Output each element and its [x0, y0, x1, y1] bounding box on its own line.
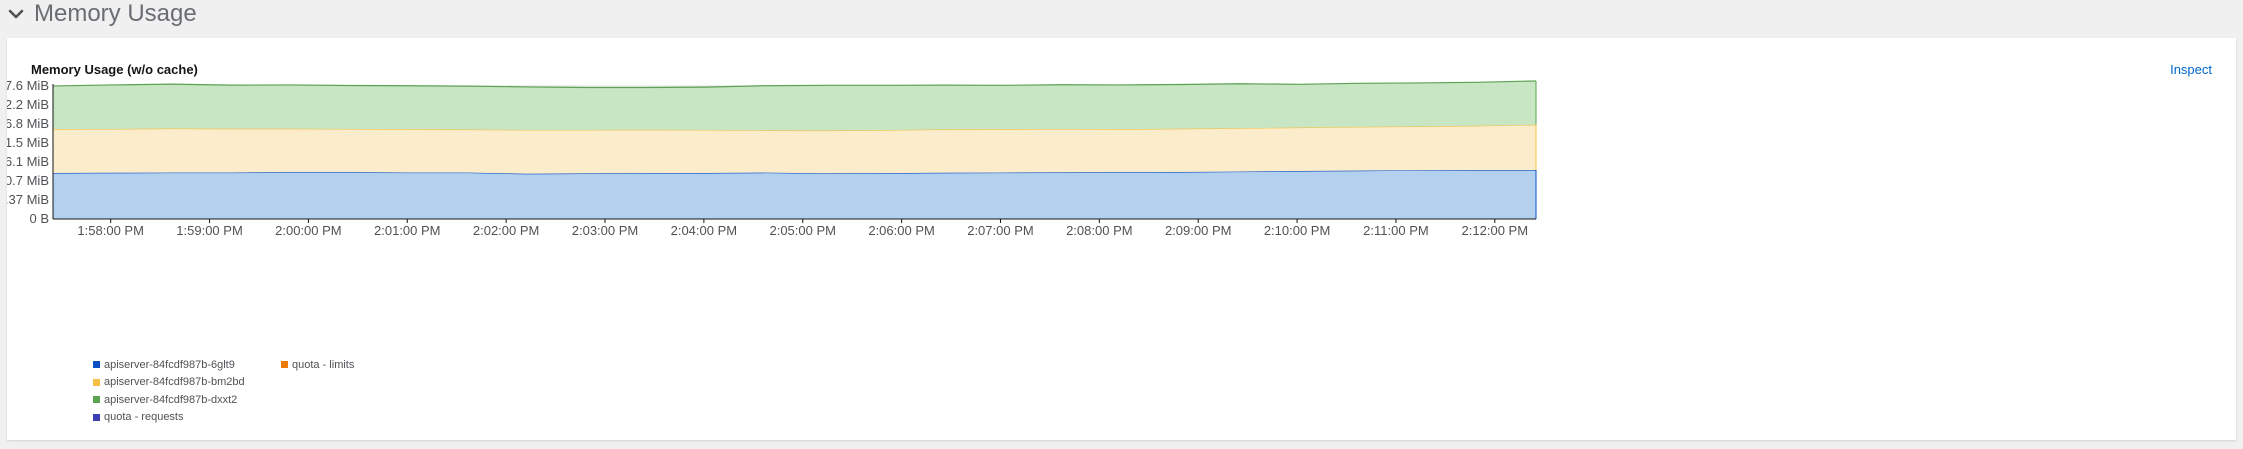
y-tick-label: 381.5 MiB — [7, 135, 49, 150]
legend-empty-cell — [281, 409, 401, 427]
axes — [52, 84, 1536, 220]
x-tick-label: 2:11:00 PM — [1363, 223, 1429, 238]
y-tick-label: 0 B — [29, 211, 49, 226]
legend-swatch — [93, 361, 100, 369]
x-tick-label: 2:00:00 PM — [275, 223, 342, 238]
section-title: Memory Usage — [34, 0, 197, 27]
chart-card: Memory Usage (w/o cache) Inspect 0 B 95.3… — [7, 38, 2236, 440]
legend-swatch — [93, 396, 100, 404]
legend-item[interactable]: apiserver-84fcdf987b-bm2bd — [93, 374, 281, 392]
legend-item[interactable]: quota - requests — [93, 409, 281, 427]
y-tick-label: 476.8 MiB — [7, 116, 49, 131]
y-tick-labels: 0 B 95.37 MiB 190.7 MiB 286.1 MiB 381.5 MiB 4… — [7, 78, 49, 226]
y-tick-label: 667.6 MiB — [7, 78, 49, 93]
series-areas — [52, 80, 1537, 219]
legend-item[interactable]: apiserver-84fcdf987b-6glt9 — [93, 356, 281, 374]
y-tick-label: 190.7 MiB — [7, 173, 49, 188]
x-tick-label: 2:01:00 PM — [374, 223, 441, 238]
chevron-down-icon — [8, 9, 24, 19]
y-tick-label: 286.1 MiB — [7, 154, 49, 169]
x-tick-label: 2:04:00 PM — [671, 223, 738, 238]
series-area-2 — [53, 124, 1536, 174]
legend-label: apiserver-84fcdf987b-bm2bd — [104, 376, 245, 389]
x-tick-label: 2:05:00 PM — [769, 223, 836, 238]
series-area-1 — [53, 169, 1536, 219]
legend-swatch — [93, 413, 100, 421]
x-tick-label: 2:10:00 PM — [1264, 223, 1331, 238]
memory-usage-chart: 0 B 95.37 MiB 190.7 MiB 286.1 MiB 381.5 MiB 4… — [7, 78, 1537, 238]
x-tick-label: 2:08:00 PM — [1066, 223, 1133, 238]
series-area-3 — [53, 80, 1536, 131]
x-tick-label: 2:09:00 PM — [1165, 223, 1232, 238]
y-tick-label: 95.37 MiB — [7, 192, 49, 207]
x-tick-label: 2:02:00 PM — [473, 223, 540, 238]
x-tick-label: 2:06:00 PM — [868, 223, 935, 238]
legend-swatch — [93, 378, 100, 386]
legend-swatch — [281, 361, 288, 369]
x-tick-labels: 1:58:00 PM 1:59:00 PM 2:00:00 PM 2:01:00 PM… — [77, 219, 1528, 238]
legend-empty-cell — [281, 391, 401, 409]
x-tick-label: 2:03:00 PM — [572, 223, 639, 238]
series-line-3 — [52, 80, 1537, 89]
legend-label: quota - requests — [104, 411, 184, 424]
legend-label: apiserver-84fcdf987b-dxxt2 — [104, 393, 238, 406]
section-toggle[interactable]: Memory Usage — [8, 0, 197, 28]
x-tick-label: 2:07:00 PM — [967, 223, 1034, 238]
legend-empty-cell — [281, 374, 401, 392]
legend-item[interactable]: quota - limits — [281, 356, 401, 374]
y-tick-label: 572.2 MiB — [7, 97, 49, 112]
x-tick-label: 1:59:00 PM — [176, 223, 243, 238]
legend-label: quota - limits — [292, 358, 355, 371]
x-tick-label: 2:12:00 PM — [1462, 223, 1529, 238]
legend-item[interactable]: apiserver-84fcdf987b-dxxt2 — [93, 391, 281, 409]
chart-legend: apiserver-84fcdf987b-6glt9 quota - limits… — [93, 356, 401, 426]
legend-label: apiserver-84fcdf987b-6glt9 — [104, 358, 235, 371]
x-tick-label: 1:58:00 PM — [77, 223, 144, 238]
card-title: Memory Usage (w/o cache) — [31, 62, 198, 77]
inspect-link[interactable]: Inspect — [2170, 62, 2212, 77]
